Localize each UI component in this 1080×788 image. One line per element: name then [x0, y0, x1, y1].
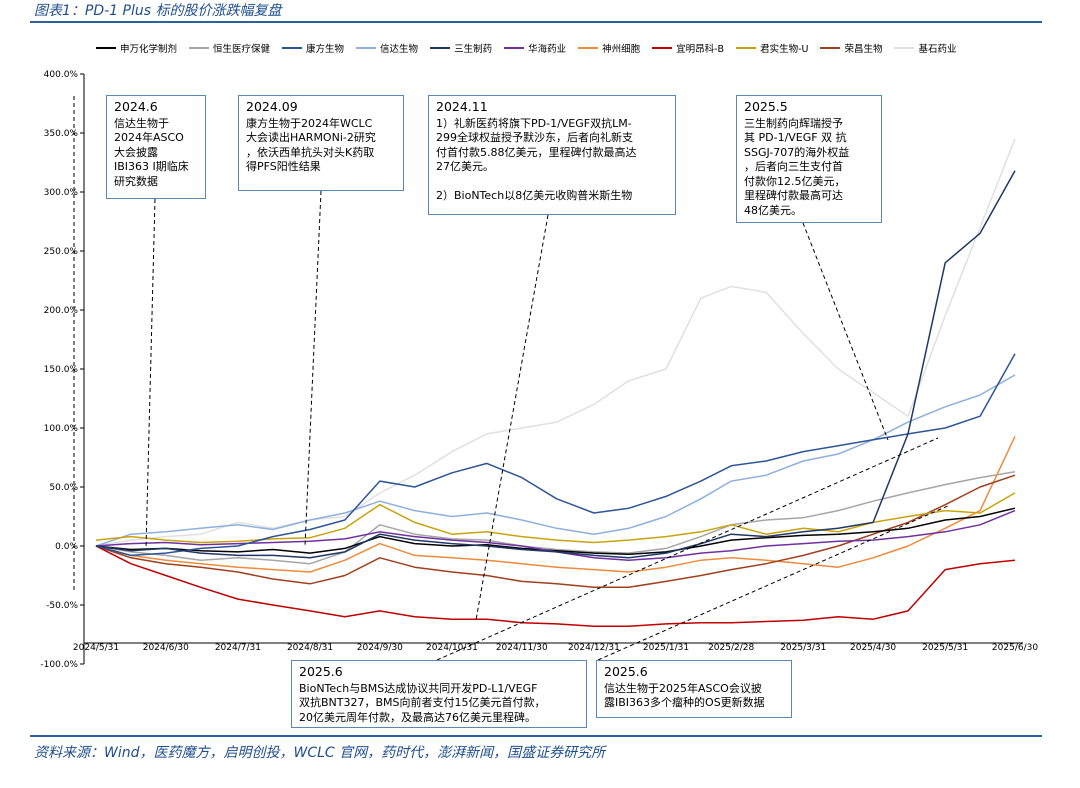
y-tick-label: 0.0%	[55, 542, 78, 552]
source-note: 资料来源：Wind，医药魔方，启明创投，WCLC 官网，药时代，澎湃新闻，国盛证…	[34, 745, 606, 761]
annotation-leader-line	[436, 437, 939, 661]
annotation-body: 信达生物于2025年ASCO会议披 露IBI363多个瘤种的OS更新数据	[604, 681, 765, 710]
annotation-box-2024-09: 2024.09 康方生物于2024年WCLC 大会读出HARMONi-2研究 ，…	[238, 95, 404, 191]
legend-swatch	[96, 47, 116, 49]
legend-label: 恒生医疗保健	[213, 44, 271, 55]
annotation-box-2025-5: 2025.5 三生制药向辉瑞授予 其 PD-1/VEGF 双 抗 SSGJ-70…	[736, 95, 882, 223]
series-line-6	[95, 509, 1016, 561]
x-tick-label: 2024/6/30	[143, 643, 189, 653]
y-tick-label: 150.0%	[44, 365, 79, 375]
y-tick-label: 350.0%	[44, 129, 79, 139]
x-tick-label: 2024/8/31	[287, 643, 333, 653]
x-tick-label: 2024/10/31	[426, 643, 478, 653]
x-tick-label: 2025/3/31	[780, 643, 826, 653]
y-tick-label: 50.0%	[49, 483, 78, 493]
legend-label: 神州细胞	[602, 44, 641, 55]
x-tick-label: 2024/5/31	[73, 643, 119, 653]
annotation-leader-line	[145, 198, 156, 549]
annotation-title: 2025.6	[604, 664, 648, 679]
annotation-body: 三生制药向辉瑞授予 其 PD-1/VEGF 双 抗 SSGJ-707的海外权益 …	[744, 116, 850, 217]
x-tick-label: 2025/6/30	[992, 643, 1038, 653]
annotation-title: 2024.11	[436, 99, 488, 114]
x-tick-label: 2024/7/31	[215, 643, 261, 653]
legend-item: 君实生物-U	[736, 41, 808, 55]
series-line-11	[95, 138, 1016, 547]
legend-swatch	[430, 47, 451, 49]
legend-item: 恒生医疗保健	[189, 41, 270, 55]
y-tick-label: 400.0%	[44, 70, 79, 80]
legend-item: 信达生物	[356, 41, 418, 55]
legend-swatch	[736, 47, 757, 49]
x-tick-label: 2025/5/31	[922, 643, 968, 653]
x-tick-label: 2025/4/30	[850, 643, 896, 653]
annotation-leader-line	[475, 214, 549, 621]
chart-legend: 申万化学制剂 恒生医疗保健 康方生物 信达生物 三生制药 华海药业 神州细胞 宜明昂科-B 君实…	[96, 40, 956, 56]
x-tick-label: 2024/11/30	[496, 643, 548, 653]
legend-swatch	[282, 47, 303, 49]
legend-item: 基石药业	[894, 41, 956, 55]
legend-item: 荣昌生物	[820, 41, 882, 55]
legend-label: 三生制药	[454, 44, 493, 55]
series-line-10	[95, 474, 1016, 589]
annotation-box-2024-6: 2024.6 信达生物于 2024年ASCO 大会披露 IBI363 I期临床 …	[106, 95, 206, 199]
legend-item: 宜明昂科-B	[652, 41, 724, 55]
legend-label: 宜明昂科-B	[676, 44, 725, 55]
annotation-leader-line	[802, 222, 889, 441]
legend-label: 荣昌生物	[844, 44, 883, 55]
legend-item: 康方生物	[282, 41, 344, 55]
x-tick-label: 2024/12/31	[568, 643, 620, 653]
y-tick-label: -50.0%	[46, 601, 78, 611]
legend-label: 申万化学制剂	[120, 44, 178, 55]
legend-swatch	[894, 47, 915, 49]
legend-item: 三生制药	[430, 41, 492, 55]
annotation-title: 2025.6	[299, 664, 343, 679]
y-tick-label: 300.0%	[44, 188, 79, 198]
legend-swatch	[652, 47, 673, 49]
legend-swatch	[189, 47, 210, 49]
annotation-box-2025-6-bms: 2025.6 BioNTech与BMS达成协议共同开发PD-L1/VEGF 双抗…	[291, 660, 587, 728]
legend-label: 君实生物-U	[760, 44, 809, 55]
annotation-body: 康方生物于2024年WCLC 大会读出HARMONi-2研究 ，依沃西单抗头对头…	[246, 116, 376, 174]
legend-item: 神州细胞	[578, 41, 640, 55]
legend-swatch	[820, 47, 841, 49]
series-line-9	[95, 492, 1016, 544]
series-line-3	[95, 353, 1016, 557]
annotation-leader-line	[304, 190, 322, 547]
annotation-box-2024-11: 2024.11 1）礼新医药将旗下PD-1/VEGF双抗LM- 299全球权益授…	[428, 95, 676, 215]
x-tick-label: 2025/1/31	[643, 643, 689, 653]
annotation-body: 信达生物于 2024年ASCO 大会披露 IBI363 I期临床 研究数据	[114, 116, 189, 188]
legend-swatch	[578, 47, 599, 49]
legend-label: 华海药业	[528, 44, 567, 55]
x-tick-label: 2024/9/30	[357, 643, 403, 653]
series-line-5	[95, 170, 1016, 559]
bottom-rule	[30, 735, 1042, 737]
figure-title: 图表1：PD-1 Plus 标的股价涨跌幅复盘	[34, 3, 282, 19]
legend-label: 基石药业	[918, 44, 957, 55]
annotation-box-2025-6-ibi363: 2025.6 信达生物于2025年ASCO会议披 露IBI363多个瘤种的OS更…	[596, 660, 792, 718]
series-line-8	[95, 545, 1016, 627]
y-tick-label: 200.0%	[44, 306, 79, 316]
legend-label: 康方生物	[306, 44, 345, 55]
x-tick-label: 2025/2/28	[708, 643, 754, 653]
annotation-body: 1）礼新医药将旗下PD-1/VEGF双抗LM- 299全球权益授予默沙东，后者向…	[436, 116, 637, 203]
series-line-1	[95, 507, 1016, 556]
annotation-leader-line	[597, 504, 951, 661]
annotation-title: 2024.09	[246, 99, 298, 114]
legend-swatch	[356, 47, 377, 49]
y-tick-label: 250.0%	[44, 247, 79, 257]
legend-label: 信达生物	[380, 44, 419, 55]
series-line-7	[95, 435, 1016, 573]
annotation-body: BioNTech与BMS达成协议共同开发PD-L1/VEGF 双抗BNT327，…	[299, 681, 546, 724]
y-tick-label: 100.0%	[44, 424, 79, 434]
legend-item: 华海药业	[504, 41, 566, 55]
y-tick-label: -100.0%	[40, 660, 78, 670]
legend-swatch	[504, 47, 525, 49]
legend-item: 申万化学制剂	[96, 41, 177, 55]
top-rule	[30, 21, 1042, 23]
series-line-2	[95, 470, 1016, 565]
series-line-4	[95, 374, 1016, 547]
annotation-title: 2025.5	[744, 99, 788, 114]
annotation-title: 2024.6	[114, 99, 158, 114]
